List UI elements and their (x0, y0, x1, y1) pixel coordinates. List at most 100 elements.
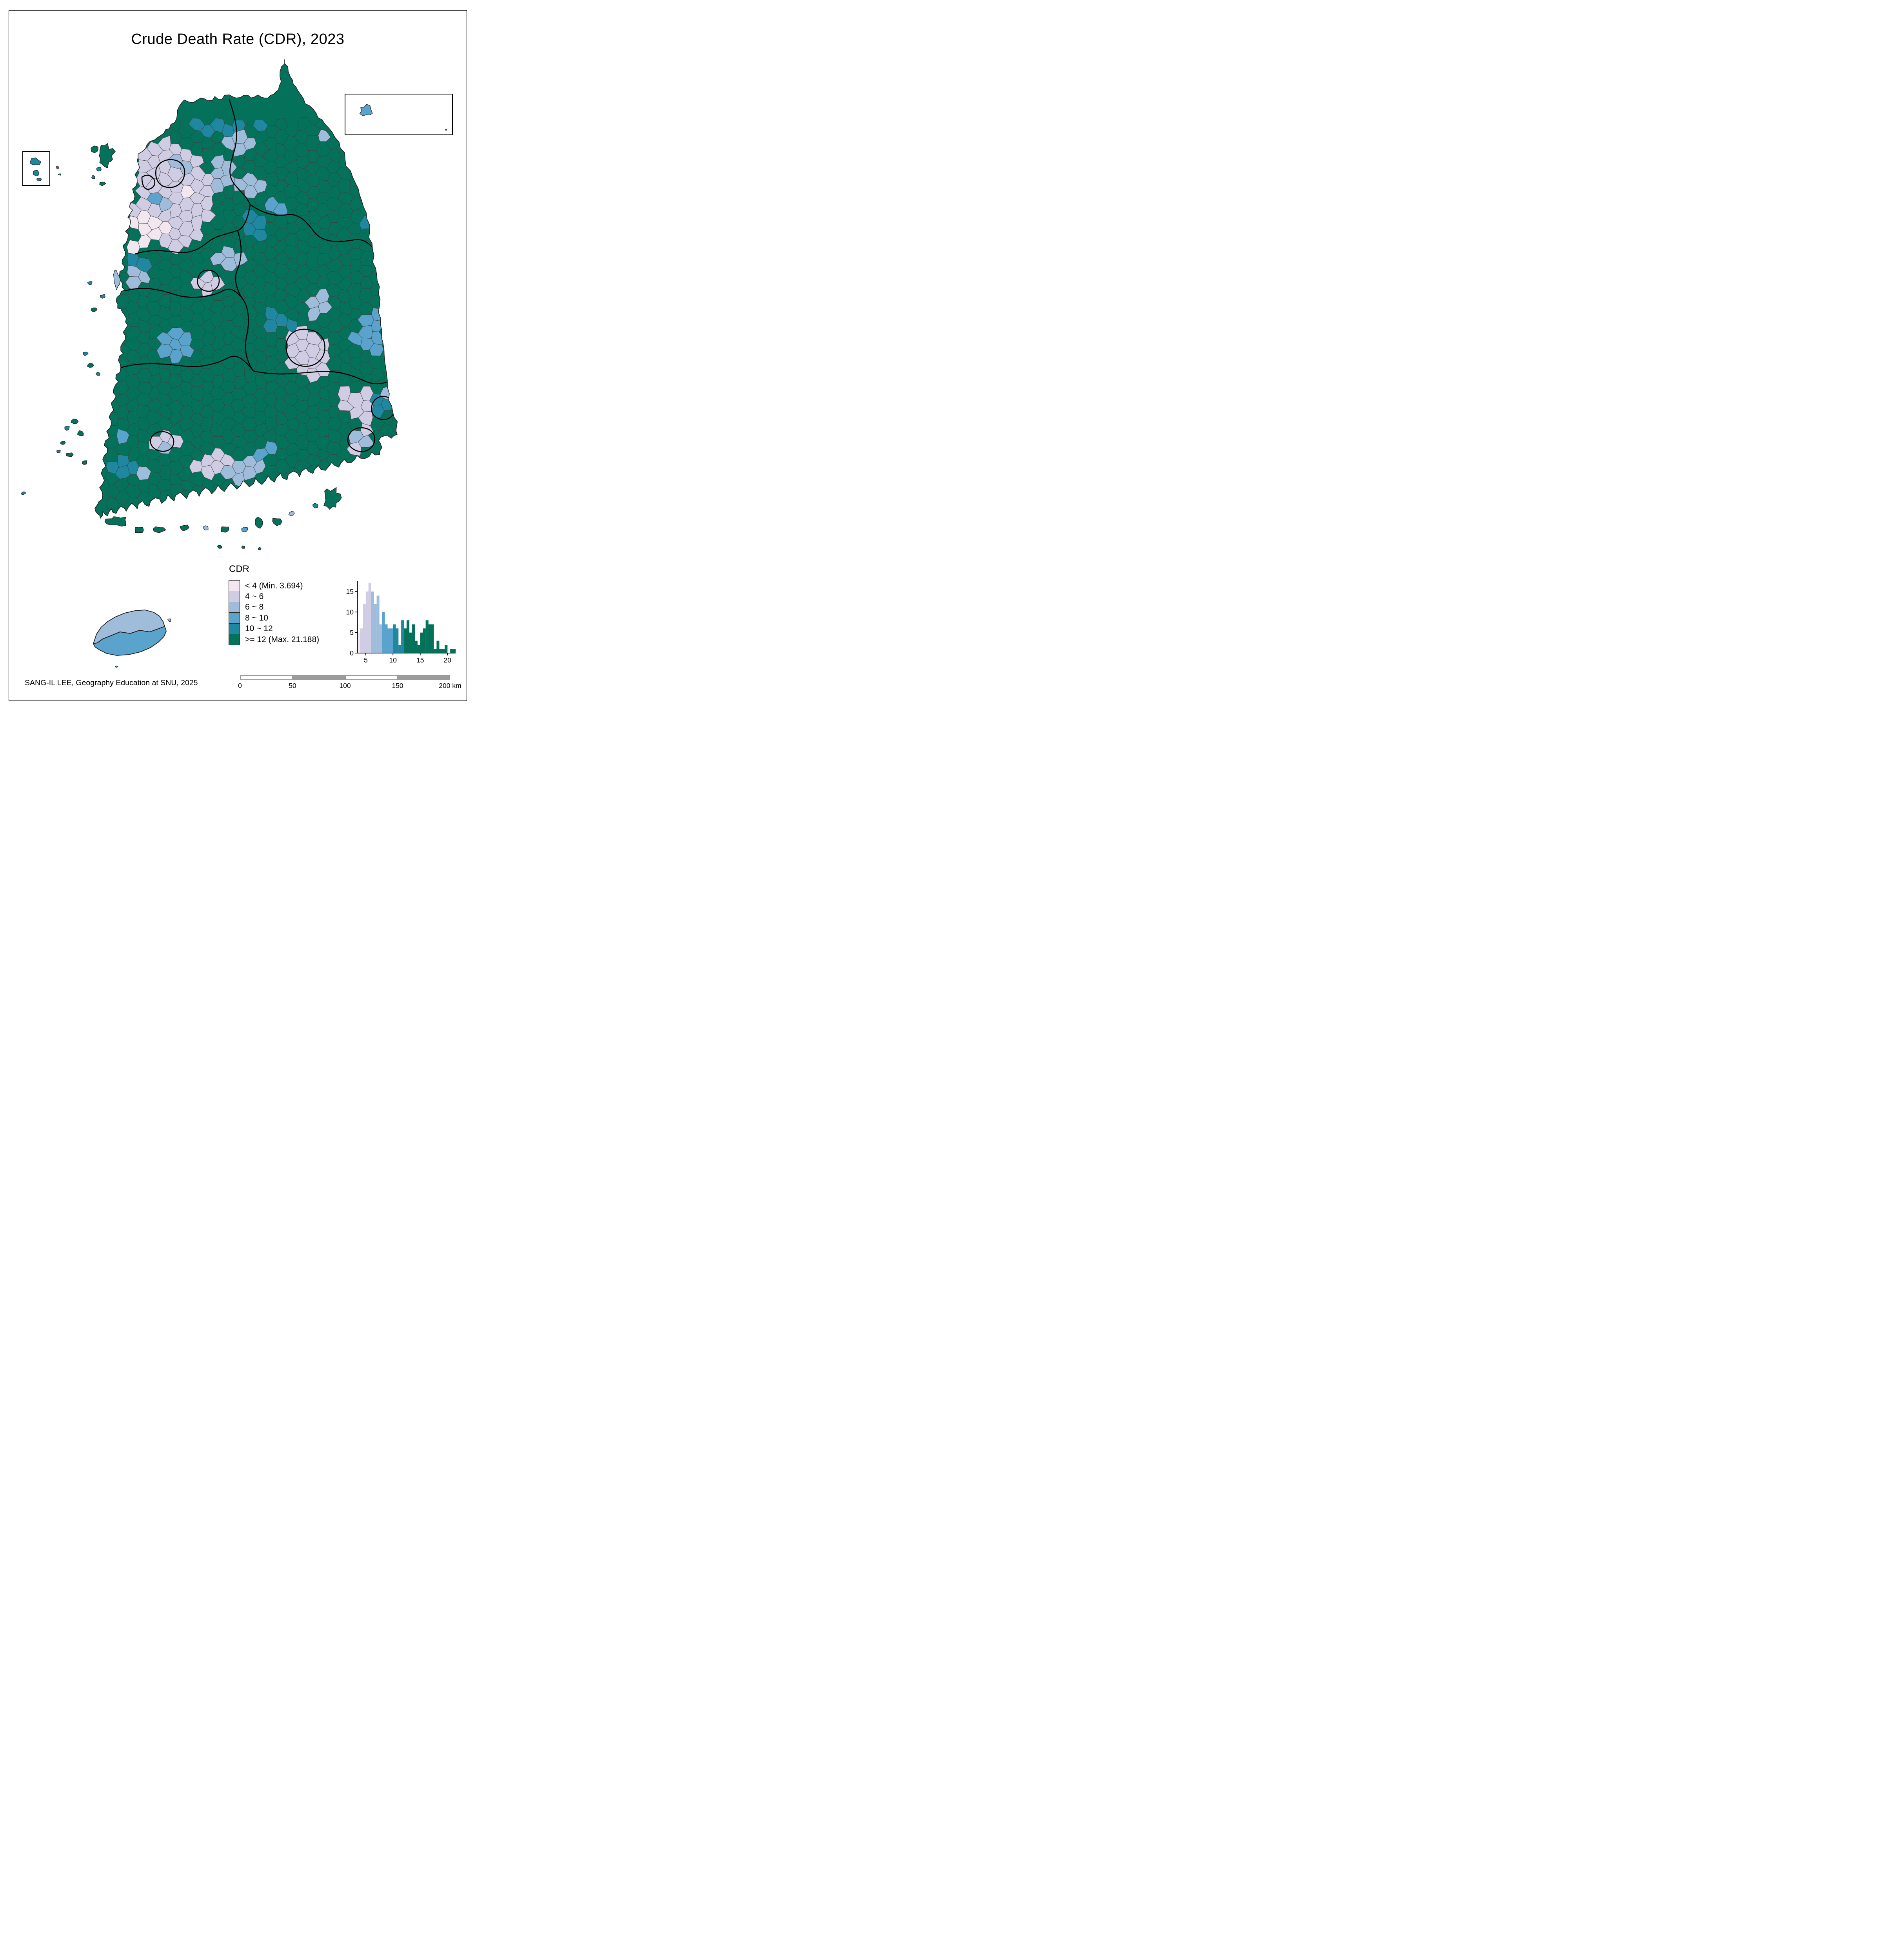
island (255, 517, 263, 529)
island (217, 545, 222, 549)
district-cell (350, 185, 363, 197)
legend-item: 6 ~ 8 (229, 601, 319, 613)
histogram-bar (387, 628, 391, 653)
legend-label: 6 ~ 8 (245, 603, 264, 612)
legend-title: CDR (229, 564, 249, 574)
histogram-bar (431, 624, 434, 653)
histogram-bar (358, 632, 361, 653)
histogram-bar (374, 604, 377, 653)
histogram-bar (420, 632, 423, 653)
histogram-bar (398, 645, 401, 653)
island (167, 619, 171, 622)
histogram-bar (396, 628, 399, 653)
histogram-y-tick-label: 5 (350, 629, 354, 637)
island (113, 270, 121, 290)
histogram-bar (450, 649, 453, 653)
histogram-bar (428, 624, 431, 653)
histogram-y-tick-label: 15 (346, 588, 354, 595)
island (241, 545, 245, 549)
legend-item: < 4 (Min. 3.694) (229, 580, 319, 592)
histogram-bar (379, 624, 382, 653)
korea-choropleth-map (21, 59, 453, 668)
legend-swatch (229, 612, 240, 624)
province-boundary (347, 427, 375, 452)
island (312, 503, 318, 508)
island (115, 666, 118, 668)
legend-item: >= 12 (Max. 21.188) (229, 634, 320, 646)
page-title: Crude Death Rate (CDR), 2023 (131, 31, 345, 48)
histogram-bar (434, 649, 437, 653)
province-boundary (141, 174, 155, 190)
legend-swatch (229, 634, 240, 646)
figure-page: Crude Death Rate (CDR), 2023 CDR < 4 (Mi… (0, 0, 476, 711)
island (258, 547, 262, 550)
province-boundary (250, 204, 379, 255)
district-cell (370, 285, 383, 297)
legend-label: >= 12 (Max. 21.188) (245, 635, 320, 644)
province-boundary (228, 98, 251, 205)
province-boundary (253, 370, 389, 385)
legend-item: 8 ~ 10 (229, 612, 319, 624)
island (56, 165, 59, 169)
island (58, 173, 61, 176)
histogram-bar (417, 645, 420, 653)
histogram-x-tick-label: 5 (364, 656, 368, 664)
histogram-bar (385, 624, 388, 653)
island (87, 281, 93, 285)
scale-bar-tick-label: 100 (339, 682, 351, 690)
district-cell (105, 412, 119, 426)
island (221, 526, 229, 533)
histogram-bar (409, 632, 412, 653)
island (104, 516, 126, 527)
island (99, 181, 106, 186)
attribution: SANG-IL LEE, Geography Education at SNU,… (25, 679, 198, 687)
island (96, 372, 101, 376)
island (64, 426, 70, 431)
island (241, 527, 248, 532)
island (135, 527, 144, 533)
island (180, 524, 189, 531)
jeju-south (93, 626, 167, 656)
province-boundary (155, 159, 185, 188)
histogram-bar (404, 628, 407, 653)
histogram-bar (390, 628, 393, 653)
histogram-bar (371, 591, 374, 653)
histogram-bar (360, 628, 363, 653)
province-boundary (285, 328, 325, 367)
island (56, 450, 61, 453)
scale-bar-tick-label: 150 (392, 682, 403, 690)
histogram-y-tick-label: 0 (350, 649, 354, 657)
histogram-bar (442, 649, 445, 653)
province-boundary (124, 288, 244, 300)
histogram-bar (436, 641, 440, 653)
legend-label: 10 ~ 12 (245, 624, 273, 633)
cdr-histogram: 5 10 15 20 0 5 10 15 (346, 581, 456, 664)
island (153, 526, 166, 533)
histogram-bar (363, 604, 366, 653)
histogram-bar (368, 583, 371, 653)
legend-swatch (229, 580, 240, 592)
histogram-x-tick-label: 20 (443, 656, 451, 664)
legend-swatch (229, 623, 240, 635)
histogram-bar (425, 620, 429, 653)
scale-bar-tick-label: 0 (238, 682, 242, 690)
histogram-bar (401, 620, 404, 653)
mainland-districts (95, 60, 398, 518)
legend-label: 8 ~ 10 (245, 613, 268, 622)
island (96, 167, 102, 172)
histogram-bar (445, 645, 448, 653)
island (272, 518, 282, 526)
province-boundary (235, 230, 254, 371)
histogram-x-tick-label: 10 (389, 656, 397, 664)
island (99, 143, 116, 169)
island (91, 145, 98, 153)
district-cell (381, 398, 395, 411)
coastline (94, 59, 398, 519)
histogram-bar (412, 624, 415, 653)
histogram-bar (407, 620, 410, 653)
inset-left (22, 151, 50, 186)
island (359, 104, 373, 116)
legend-swatch (229, 591, 240, 603)
